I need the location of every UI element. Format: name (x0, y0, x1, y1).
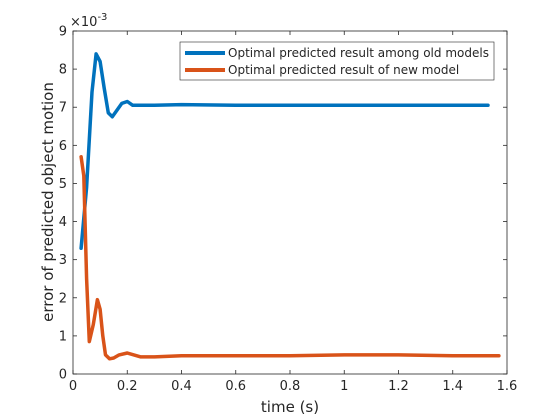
y-tick-label: 3 (59, 253, 67, 268)
x-axis-title: time (s) (261, 398, 319, 416)
series-line-1 (79, 155, 501, 361)
axes-background (73, 31, 507, 374)
y-exponent-label: ×10-3 (70, 12, 107, 30)
y-tick-label: 6 (59, 139, 67, 154)
series-layer (79, 52, 501, 361)
x-tick-label: 0 (69, 379, 77, 394)
y-tick-label: 4 (59, 215, 67, 230)
y-tick-label: 9 (59, 25, 67, 40)
legend-label-new-model: Optimal predicted result of new model (228, 63, 459, 77)
legend-box (179, 41, 495, 81)
y-tick-label: 1 (59, 329, 67, 344)
plot-area: 0 0.2 0.4 0.6 0.8 1 1.2 1.4 1.6 0 1 2 3 4 5 6 7 8 9 (59, 25, 518, 395)
legend: Optimal predicted result among old model… (179, 41, 495, 81)
x-tick-label: 1 (340, 379, 348, 394)
y-tick-label: 8 (59, 63, 67, 78)
y-tick-label: 5 (59, 177, 67, 192)
x-tick-label: 0.6 (225, 379, 246, 394)
x-tick-label: 0.8 (280, 379, 301, 394)
y-tick-label: 7 (59, 101, 67, 116)
series-line-0 (79, 52, 490, 250)
y-axis-title: error of predicted object motion (39, 82, 57, 322)
y-tick-label: 2 (59, 291, 67, 306)
x-axis-ticks: 0 0.2 0.4 0.6 0.8 1 1.2 1.4 1.6 (69, 31, 517, 394)
x-tick-label: 0.4 (171, 379, 192, 394)
y-axis-ticks: 0 1 2 3 4 5 6 7 8 9 (59, 25, 507, 383)
x-tick-label: 1.2 (388, 379, 409, 394)
y-tick-label: 0 (59, 368, 67, 383)
x-tick-label: 1.6 (497, 379, 518, 394)
x-tick-label: 0.2 (117, 379, 138, 394)
x-tick-label: 1.4 (442, 379, 463, 394)
legend-label-old-models: Optimal predicted result among old model… (228, 46, 489, 60)
